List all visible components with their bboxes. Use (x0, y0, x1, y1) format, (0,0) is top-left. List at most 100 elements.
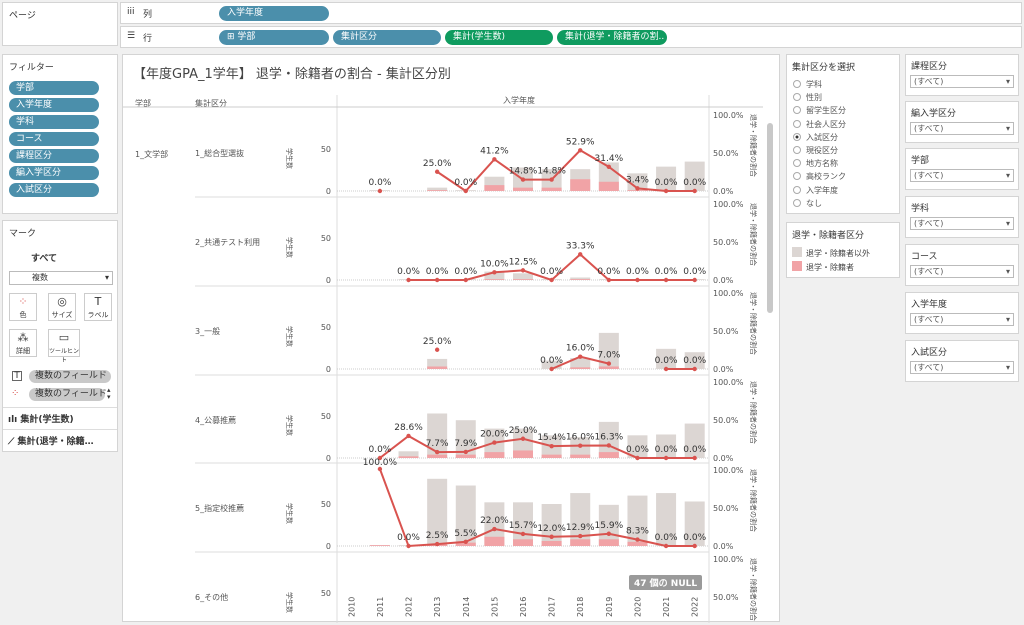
bar-other (684, 501, 705, 546)
parameter-option[interactable]: 現役区分 (787, 144, 899, 157)
left-tick-label: 0 (326, 365, 331, 374)
rows-pill-rate[interactable]: 集計(退学・除籍者の割.. (557, 30, 667, 45)
filter-course[interactable]: コース (9, 132, 99, 146)
qf-department-select[interactable]: (すべて) (910, 217, 1014, 230)
left-tick-label: 50 (321, 234, 331, 243)
qf-course-select[interactable]: (すべて) (910, 265, 1014, 278)
rate-label: 0.0% (426, 267, 449, 277)
marks-rate-measure[interactable]: ⟋ 集計(退学・除籍… (3, 429, 117, 451)
bar-other (541, 360, 562, 369)
marks-all[interactable]: すべて (31, 254, 58, 264)
size-label: サイズ (51, 311, 73, 319)
rows-pill-category[interactable]: 集計区分 (333, 30, 441, 45)
filter-program[interactable]: 課程区分 (9, 149, 99, 163)
faculty-label: 1_文学部 (135, 150, 169, 159)
marks-students-measure[interactable]: ılı 集計(学生数) (3, 407, 117, 429)
marks-color-button[interactable]: ⁘ 色 (9, 293, 37, 321)
bar-withdrawn (598, 539, 619, 546)
qf-department: 学科 (すべて) (905, 196, 1019, 238)
parameter-option-label: 高校ランク (806, 172, 846, 182)
parameter-option[interactable]: 地方名称 (787, 157, 899, 170)
bar-withdrawn (427, 454, 448, 458)
mark-type-select[interactable]: 複数 ▾ (9, 271, 113, 285)
rows-pill-faculty[interactable]: ⊞ 学部 (219, 30, 329, 45)
filter-faculty[interactable]: 学部 (9, 81, 99, 95)
parameter-option[interactable]: 入試区分 (787, 131, 899, 144)
qf-faculty-select[interactable]: (すべて) (910, 169, 1014, 182)
rate-label: 16.0% (566, 433, 595, 443)
radio-icon (793, 132, 801, 141)
marks-field-label[interactable]: 複数のフィールド (29, 370, 111, 383)
legend-item-withdrawn[interactable]: 退学・除籍者 (787, 260, 899, 274)
qf-year-select[interactable]: (すべて) (910, 313, 1014, 326)
qf-transfer-select[interactable]: (すべて) (910, 122, 1014, 135)
bar-other (684, 161, 705, 191)
rate-point (692, 366, 697, 372)
filter-department[interactable]: 学科 (9, 115, 99, 129)
parameter-option-label: 現役区分 (806, 145, 838, 155)
rate-label: 0.0% (683, 267, 706, 277)
marks-field-color[interactable]: 複数のフィールド (29, 388, 107, 401)
qf-admission-select[interactable]: (すべて) (910, 361, 1014, 374)
rate-point (406, 277, 411, 283)
rate-label: 0.0% (540, 356, 563, 366)
radio-icon (793, 93, 801, 102)
columns-pill-year[interactable]: 入学年度 (219, 6, 329, 21)
bar-withdrawn (570, 539, 591, 546)
left-tick-label: 0 (326, 187, 331, 196)
bar-other (656, 493, 677, 546)
bar-withdrawn (513, 450, 533, 458)
qf-year: 入学年度 (すべて) (905, 292, 1019, 334)
marks-scroll[interactable]: ▴ ▾ (107, 386, 111, 401)
rate-point (692, 543, 697, 549)
right-axis-title: 退学・除籍者の割合 (749, 469, 758, 532)
null-badge[interactable]: 47 個の NULL (629, 575, 703, 590)
parameter-option[interactable]: 社会人区分 (787, 118, 899, 131)
right-tick-label: 0.0% (713, 276, 734, 285)
parameter-options: 学科 性別 留学生区分 社会人区分 入試区分 現役区分地方名称高校ランク入学年度なし (787, 78, 899, 210)
legend-item-other[interactable]: 退学・除籍者以外 (787, 246, 899, 260)
right-tick-label: 50.0% (713, 327, 739, 336)
x-tick-label: 2019 (605, 597, 614, 617)
rate-label: 12.5% (509, 257, 538, 267)
parameter-option-label: 入学年度 (806, 185, 838, 195)
marks-tooltip-button[interactable]: ▭ ツールヒント (48, 329, 80, 364)
filter-year[interactable]: 入学年度 (9, 98, 99, 112)
rate-point (377, 188, 383, 194)
rate-point (463, 188, 468, 194)
filter-transfer[interactable]: 編入学区分 (9, 166, 99, 180)
rate-point (434, 449, 440, 455)
radio-icon (793, 159, 801, 168)
right-tick-label: 0.0% (713, 365, 734, 374)
parameter-option[interactable]: なし (787, 197, 899, 210)
filter-admission[interactable]: 入試区分 (9, 183, 99, 197)
marks-label-button[interactable]: T ラベル (84, 293, 112, 321)
rate-point (406, 433, 411, 439)
rate-label: 31.4% (595, 154, 624, 164)
pages-panel: ページ (2, 2, 118, 46)
bar-withdrawn (513, 539, 533, 546)
pages-title: ページ (9, 11, 36, 21)
rate-label: 0.0% (368, 445, 391, 455)
marks-detail-button[interactable]: ⁂ 詳細 (9, 329, 37, 357)
parameter-option[interactable]: 性別 (787, 91, 899, 104)
x-tick-label: 2011 (376, 597, 385, 617)
parameter-option[interactable]: 学科 (787, 78, 899, 91)
view-scrollbar[interactable] (767, 123, 773, 313)
rows-pill-students[interactable]: 集計(学生数) (445, 30, 553, 45)
bar-other (427, 413, 448, 458)
rate-line (379, 434, 695, 459)
legend-label-other: 退学・除籍者以外 (806, 249, 870, 258)
right-axis-title: 退学・除籍者の割合 (749, 114, 758, 177)
parameter-option[interactable]: 高校ランク (787, 170, 899, 183)
rate-label: 0.0% (683, 445, 706, 455)
parameter-option[interactable]: 入学年度 (787, 184, 899, 197)
rate-label: 0.0% (397, 533, 420, 543)
parameter-option[interactable]: 留学生区分 (787, 104, 899, 117)
rate-point (492, 440, 497, 445)
bar-other (427, 478, 448, 546)
marks-size-button[interactable]: ◎ サイズ (48, 293, 76, 321)
qf-program-select[interactable]: (すべて) (910, 75, 1014, 88)
text-field-icon: T (12, 371, 22, 381)
rate-label: 16.3% (595, 432, 624, 442)
